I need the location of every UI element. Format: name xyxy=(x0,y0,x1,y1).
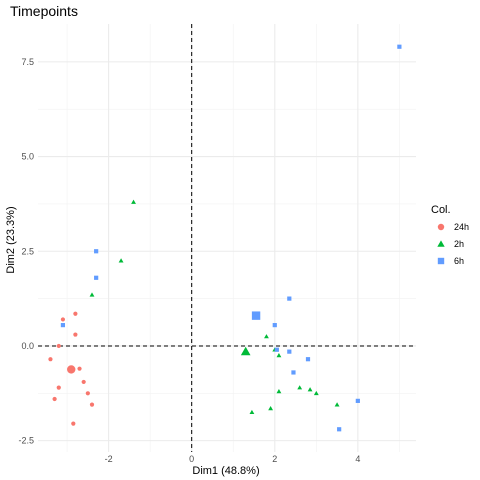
legend-key-24h xyxy=(437,223,445,231)
centroid-24h xyxy=(67,365,76,374)
legend-key-6h xyxy=(437,257,445,265)
point-24h xyxy=(89,402,95,407)
point-24h xyxy=(85,391,90,396)
y-tick-label: 0.0 xyxy=(21,341,34,351)
point-24h xyxy=(48,357,53,362)
point-2h xyxy=(297,385,303,390)
point-2h xyxy=(276,353,282,358)
y-tick-label: 2.5 xyxy=(21,246,34,256)
point-6h xyxy=(397,44,402,49)
legend: Col. 24h 2h 6h xyxy=(431,204,469,266)
point-6h xyxy=(94,275,99,280)
point-6h xyxy=(94,249,99,254)
x-axis-label: Dim1 (48.8%) xyxy=(192,465,259,477)
legend-title: Col. xyxy=(431,204,451,216)
chart-title: Timepoints xyxy=(10,3,78,19)
reference-lines xyxy=(38,24,416,452)
point-2h xyxy=(264,334,269,339)
x-tick-label: -2 xyxy=(105,454,113,464)
centroid-2h xyxy=(240,346,251,356)
grid-layer xyxy=(38,24,416,452)
point-2h xyxy=(131,199,136,204)
y-axis-label: Dim2 (23.3%) xyxy=(5,206,17,273)
point-6h xyxy=(337,427,342,432)
point-2h xyxy=(89,292,95,297)
point-2h xyxy=(268,406,274,411)
x-tick-label: 2 xyxy=(272,454,277,464)
point-6h xyxy=(305,357,311,362)
point-24h xyxy=(56,385,61,390)
legend-label-24h: 24h xyxy=(454,222,469,232)
point-24h xyxy=(52,396,57,402)
point-6h xyxy=(291,370,296,375)
legend-key-2h xyxy=(437,240,445,247)
point-24h xyxy=(56,343,61,349)
point-6h xyxy=(274,347,279,352)
legend-label-6h: 6h xyxy=(454,256,464,266)
point-24h xyxy=(77,366,82,371)
point-24h xyxy=(73,311,78,316)
y-tick-label: 7.5 xyxy=(21,57,34,67)
point-24h xyxy=(73,332,78,337)
y-tick-label: 5.0 xyxy=(21,152,34,162)
point-6h xyxy=(287,296,292,301)
point-6h xyxy=(272,323,277,328)
point-2h xyxy=(118,258,124,263)
data-points xyxy=(48,44,402,432)
x-tick-label: 4 xyxy=(355,454,360,464)
point-6h xyxy=(287,349,292,354)
point-2h xyxy=(307,387,313,392)
point-6h xyxy=(60,323,66,328)
y-tick-label: -2.5 xyxy=(18,436,34,446)
legend-label-2h: 2h xyxy=(454,239,464,249)
point-2h xyxy=(249,409,255,415)
point-2h xyxy=(313,390,319,396)
tick-labels: -2 0 2 4 -2.5 0.0 2.5 5.0 7.5 xyxy=(18,57,360,464)
x-tick-label: 0 xyxy=(189,454,194,464)
point-2h xyxy=(334,402,340,407)
centroid-6h xyxy=(251,311,261,320)
point-2h xyxy=(276,388,282,394)
point-6h xyxy=(355,398,360,403)
point-24h xyxy=(71,421,76,426)
point-24h xyxy=(81,379,86,385)
point-24h xyxy=(60,317,66,322)
